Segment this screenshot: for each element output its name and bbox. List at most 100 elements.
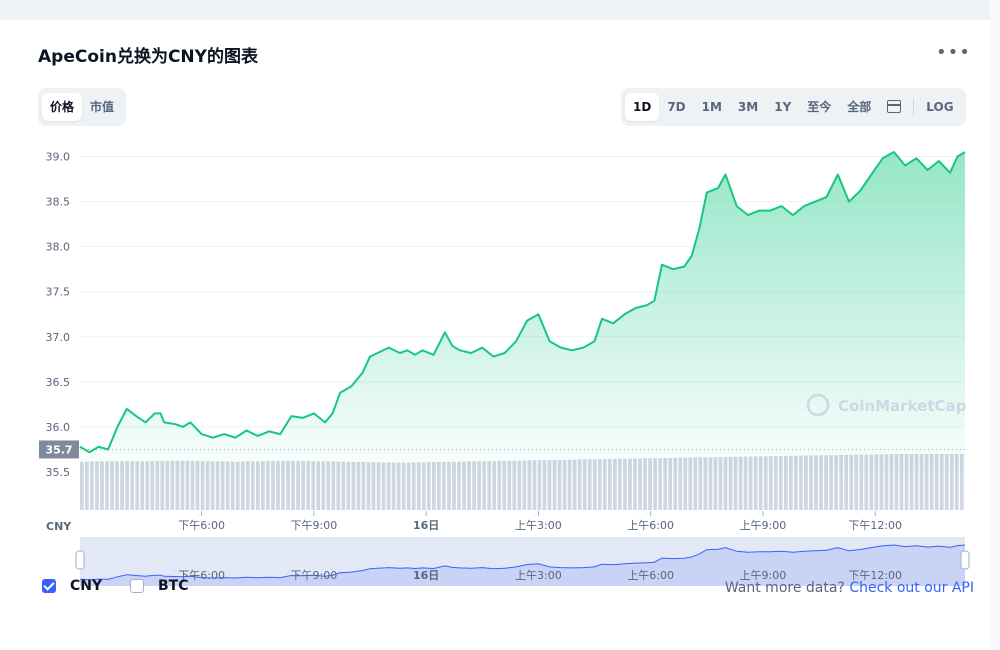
range-1y[interactable]: 1Y	[774, 100, 792, 114]
volume-bar	[406, 462, 411, 510]
range-1d[interactable]: 1D	[625, 93, 660, 121]
volume-bar	[502, 460, 507, 510]
range-7d[interactable]: 7D	[667, 100, 686, 114]
volume-bar	[537, 460, 542, 510]
coinmarketcap-logo-icon	[806, 393, 830, 417]
y-tick-label: 36.5	[46, 376, 71, 389]
volume-bar	[421, 462, 426, 510]
cny-checkbox[interactable]	[42, 579, 56, 593]
x-tick-label: 上午9:00	[740, 519, 787, 532]
volume-bar	[225, 461, 230, 510]
y-tick-label: 36.0	[46, 421, 71, 434]
volume-bar	[120, 461, 124, 510]
legend-btc[interactable]: BTC	[130, 578, 189, 594]
volume-bar	[462, 461, 466, 510]
navigator-handle-left[interactable]	[75, 550, 85, 570]
volume-bar	[924, 454, 929, 510]
volume-bar	[567, 459, 572, 510]
volume-bar	[291, 460, 295, 510]
volume-bar	[643, 458, 647, 510]
volume-bar	[613, 458, 617, 510]
volume-bar	[547, 460, 552, 510]
legend-btc-label: BTC	[158, 578, 189, 594]
volume-bar	[607, 458, 612, 510]
volume-bar	[190, 461, 195, 510]
y-tick-label: 38.0	[46, 241, 71, 254]
volume-bar	[431, 462, 436, 510]
log-scale-button[interactable]: LOG	[926, 100, 954, 114]
calendar-icon	[887, 100, 902, 113]
tab-price[interactable]: 价格	[42, 93, 83, 121]
volume-bar	[472, 461, 476, 510]
calendar-button[interactable]	[879, 93, 909, 121]
navigator-tick-label: 16日	[413, 569, 439, 582]
volume-bar	[683, 457, 688, 510]
volume-bar	[170, 460, 175, 510]
volume-bar	[758, 456, 763, 510]
api-link[interactable]: Check out our API	[849, 580, 974, 596]
range-ytd[interactable]: 至今	[807, 100, 832, 114]
legend-cny-label: CNY	[70, 578, 103, 594]
volume-bar	[497, 460, 502, 510]
volume-bar	[416, 462, 421, 510]
current-price-badge	[39, 440, 79, 459]
volume-bar	[849, 454, 854, 510]
volume-bar	[789, 455, 793, 510]
volume-bar	[597, 459, 602, 510]
volume-bar	[542, 460, 547, 510]
volume-bar	[628, 458, 632, 510]
volume-bar	[919, 454, 924, 510]
navigator-handle-right[interactable]	[960, 550, 970, 570]
volume-bar	[130, 461, 135, 510]
x-tick-label: 下午9:00	[291, 519, 338, 532]
volume-bar	[728, 456, 733, 510]
volume-bar	[452, 461, 456, 510]
volume-bar	[185, 460, 190, 510]
volume-bar	[346, 461, 351, 510]
volume-bar	[602, 459, 607, 510]
volume-bar	[80, 461, 84, 510]
range-3m[interactable]: 3M	[737, 100, 759, 114]
x-tick-label: 下午6:00	[178, 519, 225, 532]
volume-bar	[351, 461, 356, 510]
volume-bar	[271, 461, 275, 510]
volume-bar	[577, 459, 582, 510]
api-promo-text: Want more data?	[724, 580, 850, 596]
tab-market-cap[interactable]: 市值	[90, 100, 115, 114]
volume-bar	[90, 461, 94, 510]
volume-bar	[306, 461, 311, 510]
volume-bar	[276, 460, 280, 510]
volume-bar	[753, 456, 758, 510]
volume-bar	[100, 461, 104, 510]
volume-bar	[160, 461, 165, 510]
volume-bar	[748, 456, 753, 510]
volume-bar	[829, 455, 833, 510]
volume-bar	[532, 460, 537, 510]
btc-checkbox[interactable]	[130, 579, 144, 593]
volume-bar	[929, 454, 934, 510]
volume-bar	[95, 461, 99, 510]
range-1m[interactable]: 1M	[701, 100, 722, 114]
volume-bar	[135, 461, 140, 510]
volume-bar	[638, 458, 642, 510]
volume-bar	[804, 455, 808, 510]
legend-cny[interactable]: CNY	[42, 578, 102, 594]
y-tick-label: 39.0	[46, 151, 71, 164]
volume-bar	[326, 461, 331, 510]
volume-bar	[874, 454, 879, 510]
volume-bar	[904, 454, 909, 510]
navigator-tick-label: 下午12:00	[848, 569, 902, 582]
volume-bar	[899, 454, 904, 510]
volume-bar	[648, 458, 652, 510]
volume-bar	[401, 462, 406, 510]
volume-bar	[165, 460, 170, 510]
volume-bar	[884, 454, 889, 510]
volume-bar	[824, 455, 828, 510]
more-options-icon[interactable]: •••	[936, 42, 971, 63]
range-all[interactable]: 全部	[847, 100, 872, 114]
volume-bar	[582, 459, 587, 510]
volume-bar	[145, 461, 150, 510]
volume-bar	[663, 458, 668, 510]
volume-bar	[215, 461, 220, 510]
